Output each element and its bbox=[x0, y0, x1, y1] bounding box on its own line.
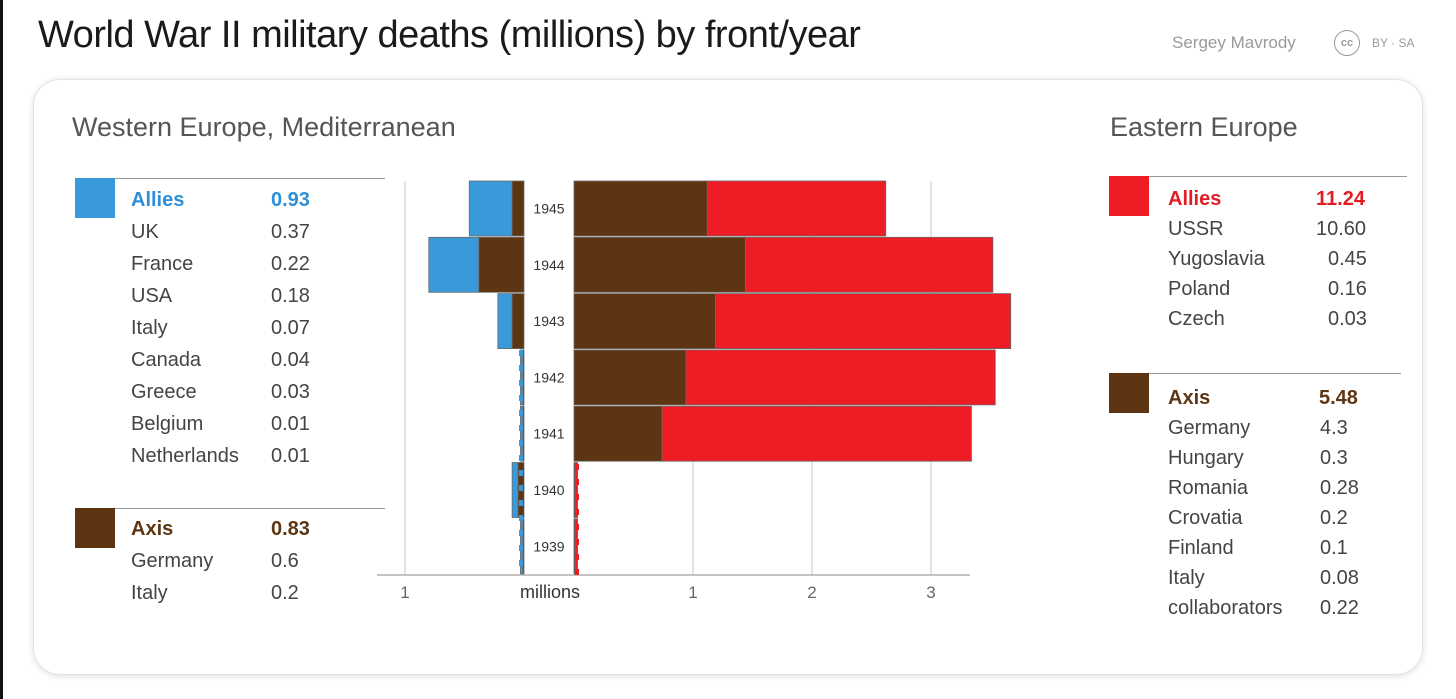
legend-heading: Axis bbox=[131, 518, 174, 540]
bar bbox=[520, 405, 524, 462]
legend-row-value: 0.08 bbox=[1320, 567, 1359, 589]
legend-rule bbox=[1149, 176, 1407, 177]
legend-row-name: Czech bbox=[1168, 308, 1225, 330]
legend-row-value: 0.01 bbox=[271, 445, 310, 467]
legend-row-value: 0.03 bbox=[1328, 308, 1367, 330]
legend-row-name: USA bbox=[131, 285, 173, 307]
page-title: World War II military deaths (millions) … bbox=[38, 14, 861, 56]
bar bbox=[520, 349, 524, 406]
west-allies-swatch bbox=[75, 178, 115, 218]
legend-row-name: France bbox=[131, 253, 194, 275]
legend-row-value: 0.6 bbox=[271, 550, 299, 572]
bar bbox=[574, 462, 578, 518]
year-tick-label: 1939 bbox=[533, 538, 564, 554]
legend-row-name: collaborators bbox=[1168, 597, 1283, 619]
legend-row-name: Canada bbox=[131, 349, 202, 371]
legend-row-value: 0.01 bbox=[271, 413, 310, 435]
year-tick-label: 1941 bbox=[533, 426, 564, 442]
legend-row-value: 0.18 bbox=[271, 285, 310, 307]
legend-row-name: Finland bbox=[1168, 537, 1234, 559]
legend-row-value: 0.2 bbox=[1320, 507, 1348, 529]
bar bbox=[661, 405, 972, 462]
legend-row-value: 0.16 bbox=[1328, 278, 1367, 300]
legend-heading: Allies bbox=[131, 189, 185, 211]
legend-row-value: 0.2 bbox=[271, 582, 299, 604]
legend-row-name: Italy bbox=[131, 582, 168, 604]
legend-rule bbox=[115, 178, 385, 179]
bar bbox=[511, 180, 525, 237]
bar bbox=[744, 236, 994, 293]
legend-rule bbox=[115, 508, 385, 509]
legend-total: 0.93 bbox=[271, 189, 310, 211]
legend-row-value: 10.60 bbox=[1316, 218, 1367, 240]
legend-total: 11.24 bbox=[1316, 188, 1365, 210]
legend-row-name: Hungary bbox=[1168, 447, 1244, 469]
legend-row-name: UK bbox=[131, 221, 159, 243]
legend-total: 5.48 bbox=[1319, 387, 1358, 409]
legend-row-value: 4.3 bbox=[1320, 417, 1348, 439]
bar bbox=[706, 180, 887, 237]
bar bbox=[573, 349, 687, 406]
year-tick-label: 1940 bbox=[533, 482, 564, 498]
bar bbox=[478, 236, 525, 293]
legend-row-name: Poland bbox=[1168, 278, 1231, 300]
left-edge-rule bbox=[0, 0, 3, 699]
legend-heading: Axis bbox=[1168, 387, 1211, 409]
bar bbox=[428, 236, 480, 293]
legend-row-name: Yugoslavia bbox=[1168, 248, 1265, 270]
west-axis-swatch bbox=[75, 508, 115, 548]
east-axis-swatch bbox=[1109, 373, 1149, 413]
legend-total: 0.83 bbox=[271, 518, 310, 540]
legend-row-value: 0.1 bbox=[1320, 537, 1348, 559]
bar bbox=[573, 293, 717, 350]
x-tick-label: 1 bbox=[688, 583, 697, 602]
license-label: BY · SA bbox=[1372, 36, 1415, 50]
x-axis-label: millions bbox=[520, 582, 580, 602]
x-tick-label: 1 bbox=[400, 583, 409, 602]
year-tick-label: 1944 bbox=[533, 257, 564, 273]
legend-row-value: 0.04 bbox=[271, 349, 310, 371]
legend-row-value: 0.37 bbox=[271, 221, 310, 243]
legend-row-value: 0.03 bbox=[271, 381, 310, 403]
legend-row-value: 0.3 bbox=[1320, 447, 1348, 469]
author-credit: Sergey Mavrody bbox=[1172, 33, 1296, 52]
legend-row-name: Netherlands bbox=[131, 445, 239, 467]
legend-row-name: Greece bbox=[131, 381, 197, 403]
east-allies-swatch bbox=[1109, 176, 1149, 216]
bar bbox=[511, 462, 519, 518]
legend-row-name: Belgium bbox=[131, 413, 204, 435]
legend-row-value: 0.22 bbox=[271, 253, 310, 275]
west-front-title: Western Europe, Mediterranean bbox=[72, 112, 456, 142]
bar bbox=[685, 349, 996, 406]
x-tick-label: 3 bbox=[926, 583, 935, 602]
bar bbox=[511, 293, 525, 350]
legend-row-value: 0.45 bbox=[1328, 248, 1367, 270]
bar bbox=[573, 180, 708, 237]
bar bbox=[497, 293, 513, 350]
bar bbox=[573, 236, 746, 293]
legend-row-name: Italy bbox=[1168, 567, 1205, 589]
east-front-title: Eastern Europe bbox=[1110, 112, 1298, 142]
year-tick-label: 1943 bbox=[533, 313, 564, 329]
legend-row-name: Romania bbox=[1168, 477, 1249, 499]
legend-row-name: Italy bbox=[131, 317, 168, 339]
year-tick-label: 1945 bbox=[533, 201, 564, 217]
legend-row-value: 0.22 bbox=[1320, 597, 1359, 619]
year-tick-label: 1942 bbox=[533, 369, 564, 385]
bar bbox=[573, 405, 663, 462]
bar bbox=[468, 180, 513, 237]
legend-row-value: 0.28 bbox=[1320, 477, 1359, 499]
legend-heading: Allies bbox=[1168, 188, 1222, 210]
legend-row-name: Crovatia bbox=[1168, 507, 1243, 529]
legend-row-value: 0.07 bbox=[271, 317, 310, 339]
legend-rule bbox=[1149, 373, 1401, 374]
legend-row-name: USSR bbox=[1168, 218, 1224, 240]
legend-row-name: Germany bbox=[131, 550, 214, 572]
legend-row-name: Germany bbox=[1168, 417, 1251, 439]
x-tick-label: 2 bbox=[807, 583, 816, 602]
creative-commons-icon: cc bbox=[1334, 30, 1360, 56]
bar bbox=[715, 293, 1012, 350]
